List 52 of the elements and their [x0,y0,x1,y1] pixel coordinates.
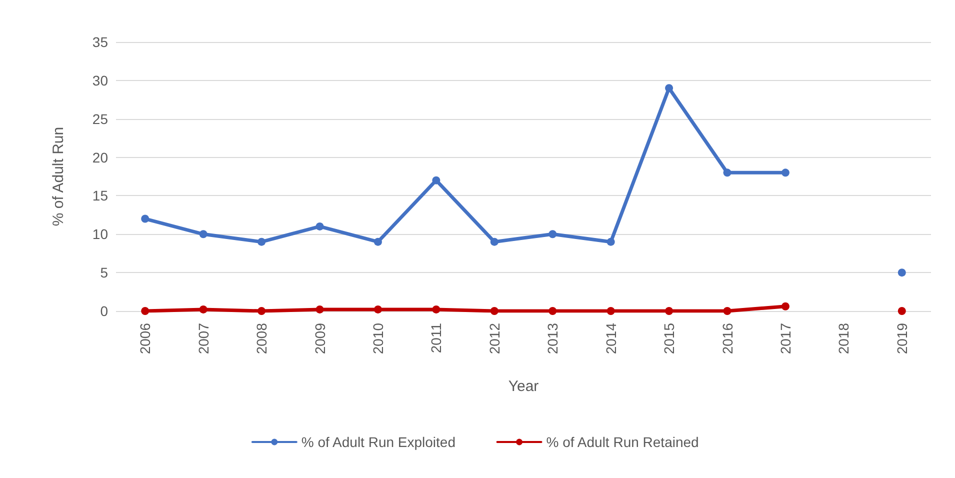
x-tick-label: 2008 [254,322,270,354]
point [606,238,615,246]
y-tick-label: 10 [92,226,108,242]
point [316,222,324,230]
x-tick-label: 2012 [486,322,502,354]
point [898,307,906,315]
point [781,168,790,177]
point [723,168,732,177]
x-tick-label: 2019 [894,322,910,354]
x-tick-label: 2015 [661,322,678,354]
x-tick-label: 2011 [428,322,444,354]
x-axis-title: Year [508,378,539,395]
y-tick-label: 35 [92,34,108,50]
point [199,230,208,238]
x-tick-label: 2018 [836,322,852,354]
point [490,238,498,246]
x-tick-label: 2009 [312,322,328,354]
point [141,214,150,223]
x-tick-label: 2010 [370,322,386,354]
point [141,307,150,315]
point [723,307,732,315]
x-tick-label: 2016 [719,322,736,354]
x-tick-label: 2014 [602,322,619,354]
legend-label: % of Adult Run Retained [546,434,699,450]
y-tick-label: 25 [92,110,108,127]
point [548,230,557,238]
point [606,307,615,315]
x-tick-label: 2007 [195,322,212,354]
point [258,238,266,246]
y-tick-label: 0 [100,303,108,319]
x-tick-label: 2017 [777,322,794,354]
point [432,176,440,184]
point [665,84,674,92]
x-tick-label: 2013 [544,322,561,354]
legend-label: % of Adult Run Exploited [301,434,456,450]
point [316,305,324,314]
y-tick-label: 15 [92,188,108,204]
point [548,307,557,315]
point [258,307,266,315]
point [199,305,208,314]
y-tick-label: 20 [92,149,108,166]
y-tick-label: 5 [100,264,108,281]
x-tick-label: 2006 [137,322,154,354]
point [898,268,906,277]
y-axis-title: % of Adult Run [50,126,67,226]
point [781,302,790,310]
point [490,307,498,315]
point [374,238,382,246]
point [665,307,674,315]
y-tick-label: 30 [92,72,108,88]
point [374,305,382,314]
point [432,305,440,314]
